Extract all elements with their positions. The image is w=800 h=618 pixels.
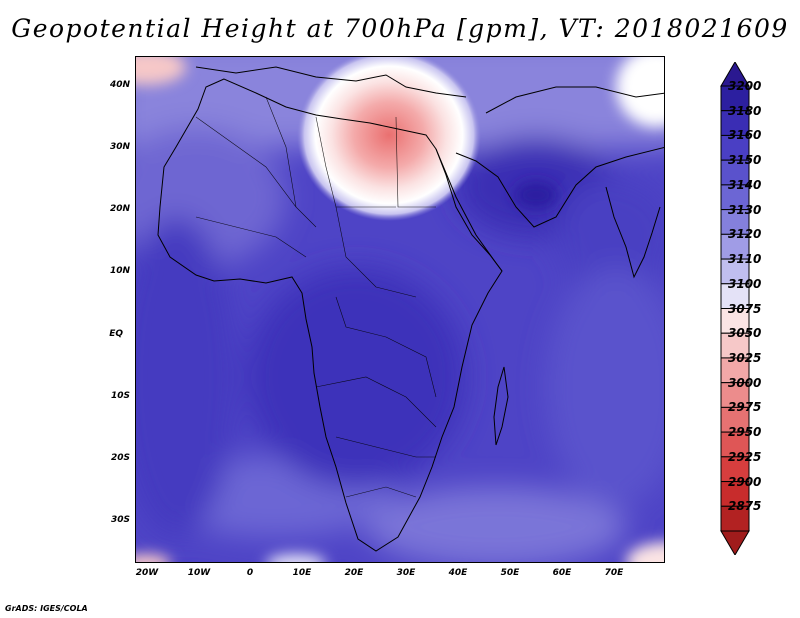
- lat-label-20n: 20N: [109, 204, 130, 214]
- colorbar-label: 3100: [728, 276, 762, 291]
- colorbar-box: [720, 159, 750, 186]
- lat-label-10s: 10S: [110, 391, 130, 401]
- colorbar-bottom-arrow: [720, 530, 750, 555]
- grads-credit: GrADS: IGES/COLA: [5, 604, 88, 613]
- lon-label-70e: 70E: [604, 568, 624, 578]
- lat-label-30s: 30S: [110, 515, 130, 525]
- colorbar-label: 3050: [728, 326, 762, 341]
- colorbar-label: 3160: [728, 128, 762, 143]
- colorbar-label: 3120: [728, 227, 762, 242]
- colorbar: [720, 62, 750, 555]
- lon-label-30e: 30E: [396, 568, 416, 578]
- colorbar-box: [720, 406, 750, 433]
- colorbar-label: 2950: [728, 425, 762, 440]
- colorbar-box: [720, 481, 750, 507]
- colorbar-label: 3150: [728, 153, 762, 168]
- map-panel[interactable]: [135, 56, 665, 563]
- lat-label-eq: EQ: [109, 329, 123, 339]
- lon-label-50e: 50E: [500, 568, 520, 578]
- coastlines: [157, 66, 664, 552]
- colorbar-label: 2900: [728, 474, 762, 489]
- borders: [195, 96, 437, 498]
- colorbar-label: 3180: [728, 103, 762, 118]
- colorbar-box: [720, 110, 750, 136]
- colorbar-label: 2875: [728, 499, 762, 514]
- colorbar-box: [720, 456, 750, 483]
- colorbar-box: [720, 258, 750, 285]
- lat-label-30n: 30N: [109, 142, 130, 152]
- map-title: Geopotential Height at 700hPa [gpm], VT:…: [11, 14, 789, 43]
- lon-label-20e: 20E: [344, 568, 364, 578]
- colorbar-label: 2925: [728, 449, 762, 464]
- colorbar-label: 3025: [728, 350, 762, 365]
- lon-label-10e: 10E: [292, 568, 312, 578]
- colorbar-box: [720, 184, 750, 211]
- lon-label-10w: 10W: [187, 568, 211, 578]
- colorbar-box: [720, 431, 750, 458]
- lon-label-40e: 40E: [448, 568, 468, 578]
- lat-label-10n: 10N: [109, 266, 130, 276]
- colorbar-box: [720, 505, 750, 532]
- lon-label-60e: 60E: [552, 568, 572, 578]
- colorbar-label: 2975: [728, 400, 762, 415]
- colorbar-label: 3130: [728, 202, 762, 217]
- colorbar-box: [720, 134, 750, 161]
- colorbar-box: [720, 85, 750, 112]
- colorbar-label: 3110: [728, 252, 762, 267]
- colorbar-label: 3075: [728, 301, 762, 316]
- lon-label-0: 0: [246, 568, 254, 578]
- colorbar-label: 3200: [728, 79, 762, 93]
- colorbar-label: 3140: [728, 177, 762, 192]
- lat-label-40n: 40N: [109, 80, 130, 90]
- lat-label-20s: 20S: [110, 453, 130, 463]
- map-field: [136, 57, 664, 562]
- lon-label-20w: 20W: [135, 568, 159, 578]
- colorbar-label: 3000: [728, 375, 762, 390]
